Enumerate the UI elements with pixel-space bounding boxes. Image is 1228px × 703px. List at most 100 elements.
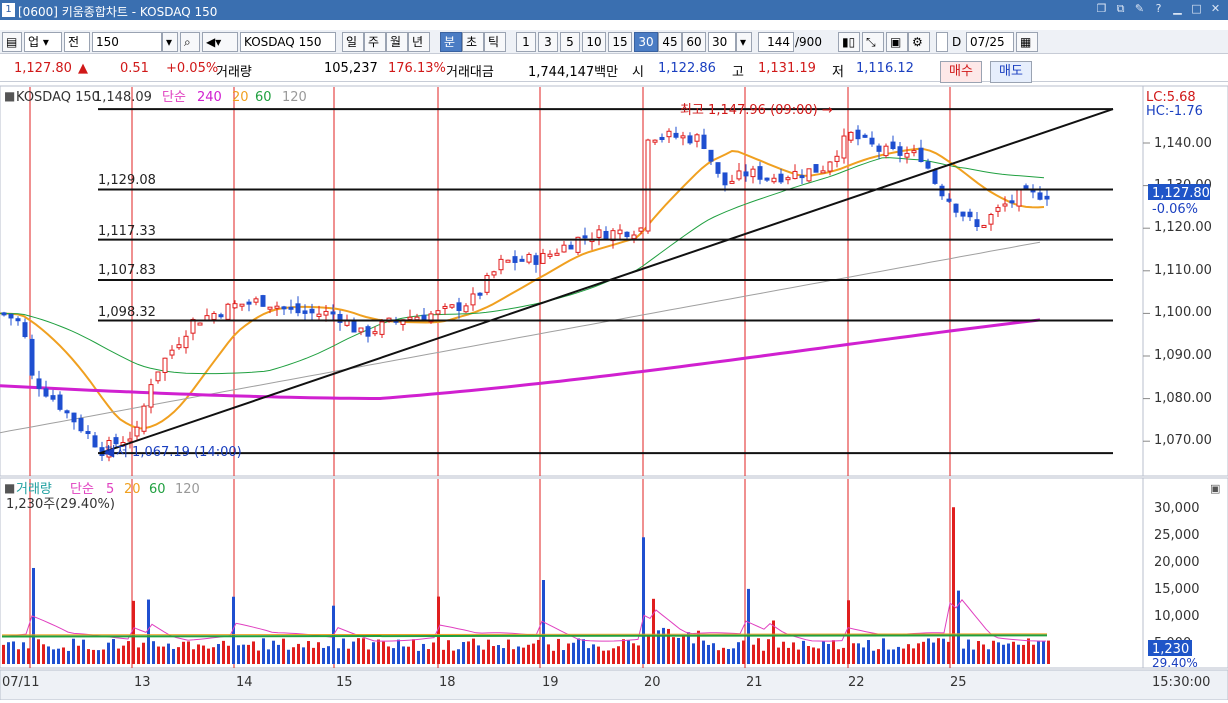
period-tick[interactable]: 틱 [484, 32, 506, 52]
d-label: D [952, 35, 962, 49]
volume-bar-56 [282, 638, 285, 664]
candle-body-7 [50, 395, 56, 400]
period-month[interactable]: 월 [386, 32, 408, 52]
candle-body-76 [533, 255, 539, 265]
date-checkbox[interactable] [936, 32, 948, 52]
vol-tick-3: 20,000 [1154, 555, 1200, 570]
volume-bar-79 [397, 639, 400, 664]
candle-body-80 [561, 244, 567, 253]
volume-legend-marker: ■ [4, 481, 15, 495]
candle-body-24 [169, 349, 175, 356]
candle-body-97 [680, 135, 686, 139]
volume-bar-94 [472, 638, 475, 664]
candle-body-29 [204, 315, 210, 321]
market-select[interactable]: 업 ▾ [24, 32, 62, 52]
volume-bar-27 [137, 647, 140, 664]
candle-body-68 [477, 292, 483, 296]
volume-panel-close-icon[interactable]: ▣ [1210, 482, 1220, 495]
maximize-icon[interactable]: □ [1191, 2, 1202, 15]
help-icon[interactable]: ? [1155, 2, 1162, 15]
menu-icon[interactable]: ▤ [2, 32, 22, 52]
candle-body-126 [883, 145, 889, 157]
candle-body-130 [911, 150, 917, 154]
interval-15[interactable]: 15 [608, 32, 632, 52]
volume-bar-11 [57, 648, 60, 664]
price-legend-marker: ■ [4, 89, 15, 103]
volume-bar-130 [652, 598, 655, 664]
high-value: 1,131.19 [758, 61, 816, 76]
volume-legend-value: 1,230주(29.40%) [6, 497, 115, 512]
minimize-icon[interactable]: ▁ [1173, 2, 1182, 15]
interval-select[interactable]: 30 [708, 32, 736, 52]
volume-bar-86 [432, 642, 435, 664]
chart-area[interactable]: ■ KOSDAQ 150 1,148.09 단순 240 20 60 120 L… [0, 84, 1228, 701]
save-icon[interactable]: ▣ [886, 32, 908, 52]
candle-body-82 [575, 236, 581, 253]
candle-body-61 [428, 313, 434, 323]
period-minute[interactable]: 분 [440, 32, 462, 52]
candle-body-133 [932, 169, 938, 184]
interval-60[interactable]: 60 [682, 32, 706, 52]
sell-button[interactable]: 매도 [990, 61, 1032, 83]
period-day[interactable]: 일 [342, 32, 364, 52]
date-input[interactable]: 07/25 [966, 32, 1014, 52]
candle-body-23 [162, 357, 168, 373]
volume-bar-139 [697, 630, 700, 664]
period-second[interactable]: 초 [462, 32, 484, 52]
interval-1[interactable]: 1 [516, 32, 536, 52]
volume-bar-202 [1012, 641, 1015, 664]
volume-bar-74 [372, 642, 375, 664]
volume-current-tag-pct: 29.40% [1152, 656, 1198, 670]
interval-30[interactable]: 30 [634, 32, 658, 52]
volume-bar-134 [672, 637, 675, 664]
candle-body-119 [834, 155, 840, 162]
volume-bar-173 [867, 640, 870, 664]
candle-body-21 [148, 384, 154, 408]
fib-label-2: 1,117.33 [98, 224, 156, 239]
candle-icon[interactable]: ▮▯ [838, 32, 860, 52]
volume-bar-43 [217, 644, 220, 664]
period-week[interactable]: 주 [364, 32, 386, 52]
candle-body-109 [764, 177, 770, 181]
speaker-icon[interactable]: ◀▾ [202, 32, 238, 52]
code-input[interactable]: 150 [92, 32, 162, 52]
code-dropdown-icon[interactable]: ▾ [162, 32, 178, 52]
volume-bar-120 [602, 650, 605, 664]
x-label-5: 19 [542, 675, 559, 690]
volume-bar-101 [507, 639, 510, 664]
tile-icon[interactable]: ⧉ [1116, 2, 1125, 15]
gear-icon[interactable]: ⚙ [908, 32, 930, 52]
search-type-button[interactable]: 전 [64, 32, 90, 52]
fib-label-3: 1,107.83 [98, 263, 156, 278]
chart-svg[interactable]: ■ KOSDAQ 150 1,148.09 단순 240 20 60 120 L… [0, 84, 1228, 701]
count-input[interactable]: 144 [758, 32, 794, 52]
period-year[interactable]: 년 [408, 32, 430, 52]
name-input[interactable]: KOSDAQ 150 [240, 32, 336, 52]
volume-bar-81 [407, 646, 410, 664]
window-title: [0600] 키움종합차트 - KOSDAQ 150 [18, 5, 218, 19]
volume-bar-157 [787, 647, 790, 664]
fib-label-1: 1,129.08 [98, 173, 156, 188]
market-select-value: 업 [28, 35, 40, 49]
close-icon[interactable]: ✕ [1210, 2, 1221, 15]
interval-45[interactable]: 45 [658, 32, 682, 52]
calendar-icon[interactable]: ▦ [1016, 32, 1038, 52]
interval-dropdown-icon[interactable]: ▾ [736, 32, 752, 52]
volume-bar-209 [1047, 640, 1050, 664]
change-value: 0.51 [120, 61, 149, 76]
buy-button[interactable]: 매수 [940, 61, 982, 83]
pin-icon[interactable]: ✎ [1134, 2, 1145, 15]
candle-body-92 [645, 139, 651, 232]
candle-body-114 [799, 175, 805, 179]
volume-bar-28 [142, 642, 145, 664]
interval-5[interactable]: 5 [560, 32, 580, 52]
restore-icon[interactable]: ❐ [1096, 2, 1107, 15]
search-icon[interactable]: ⌕ [180, 32, 200, 52]
interval-3[interactable]: 3 [538, 32, 558, 52]
volume-pct: 176.13% [388, 61, 446, 76]
interval-10[interactable]: 10 [582, 32, 606, 52]
candle-body-22 [155, 371, 161, 382]
candle-body-48 [337, 313, 343, 323]
candle-body-51 [358, 327, 364, 333]
trend-icon[interactable]: ⤡ [862, 32, 884, 52]
